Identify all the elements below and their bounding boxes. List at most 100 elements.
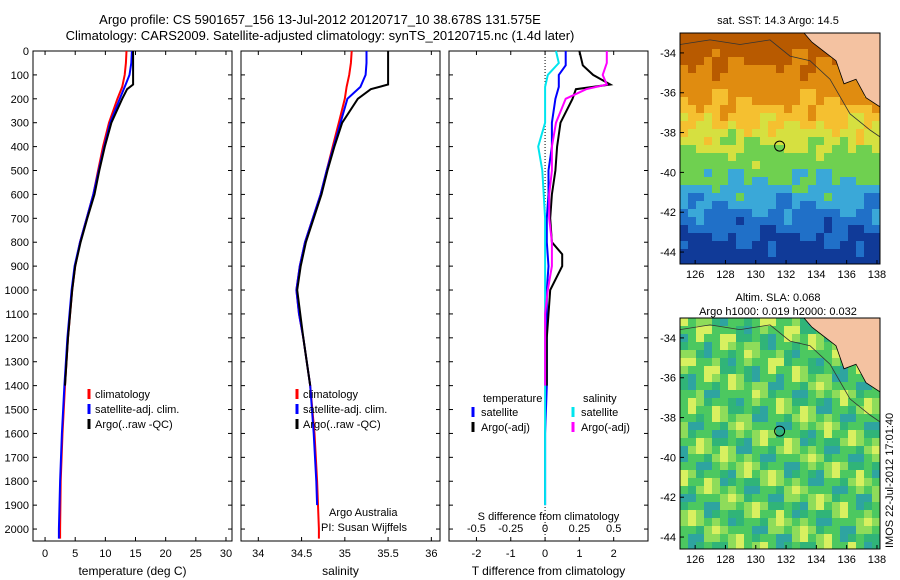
map-cell-0 xyxy=(776,121,784,129)
map-cell-0 xyxy=(864,233,872,241)
map-cell-0 xyxy=(856,209,864,217)
map-cell-0 xyxy=(688,89,696,97)
map-cell-1 xyxy=(720,438,728,446)
map-cell-0 xyxy=(720,89,728,97)
map-cell-0 xyxy=(680,233,688,241)
map-cell-0 xyxy=(808,73,816,81)
map-cell-0 xyxy=(816,121,824,129)
map-cell-0 xyxy=(840,153,848,161)
map-cell-0 xyxy=(760,209,768,217)
map-cell-0 xyxy=(760,161,768,169)
map-cell-0 xyxy=(824,145,832,153)
map-cell-0 xyxy=(728,129,736,137)
map-cell-0 xyxy=(840,185,848,193)
map-cell-1 xyxy=(864,446,872,454)
map-cell-1 xyxy=(688,406,696,414)
map-cell-1 xyxy=(704,454,712,462)
map-cell-1 xyxy=(784,430,792,438)
map-cell-1 xyxy=(688,454,696,462)
map-cell-1 xyxy=(728,486,736,494)
map-cell-0 xyxy=(816,209,824,217)
map-cell-0 xyxy=(680,241,688,249)
map-cell-0 xyxy=(768,241,776,249)
map-cell-0 xyxy=(744,217,752,225)
map-cell-0 xyxy=(696,193,704,201)
map-cell-0 xyxy=(704,233,712,241)
map-cell-1 xyxy=(744,350,752,358)
map-cell-0 xyxy=(800,169,808,177)
map-cell-1 xyxy=(712,462,720,470)
map-cell-0 xyxy=(776,105,784,113)
map-cell-0 xyxy=(704,129,712,137)
map-cell-1 xyxy=(840,454,848,462)
map-cell-0 xyxy=(696,33,704,41)
map-cell-1 xyxy=(808,486,816,494)
map-cell-0 xyxy=(704,249,712,257)
legend-label-0-1: satellite-adj. clim. xyxy=(95,404,179,416)
map-cell-1 xyxy=(752,438,760,446)
map-cell-0 xyxy=(744,105,752,113)
map-cell-1 xyxy=(688,334,696,342)
map-cell-0 xyxy=(720,249,728,257)
map-cell-0 xyxy=(864,201,872,209)
map-cell-1 xyxy=(792,486,800,494)
map-cell-1 xyxy=(848,366,856,374)
map-cell-1 xyxy=(712,470,720,478)
map-cell-1 xyxy=(784,366,792,374)
map-cell-0 xyxy=(736,153,744,161)
map-cell-0 xyxy=(856,161,864,169)
map-cell-1 xyxy=(848,446,856,454)
map-cell-0 xyxy=(848,105,856,113)
map-cell-1 xyxy=(784,446,792,454)
map-cell-0 xyxy=(728,201,736,209)
map-cell-0 xyxy=(800,257,808,264)
map-cell-0 xyxy=(760,57,768,65)
map-cell-0 xyxy=(832,257,840,264)
map-cell-1 xyxy=(768,486,776,494)
map-cell-0 xyxy=(768,225,776,233)
map-cell-0 xyxy=(720,233,728,241)
map-cell-1 xyxy=(744,486,752,494)
map-cell-1 xyxy=(832,486,840,494)
map-cell-1 xyxy=(704,462,712,470)
map-cell-0 xyxy=(784,89,792,97)
map-cell-0 xyxy=(768,249,776,257)
map-cell-0 xyxy=(688,185,696,193)
map-cell-1 xyxy=(696,326,704,334)
map-cell-0 xyxy=(768,97,776,105)
top-tick-label-0: -0.5 xyxy=(467,523,486,535)
map-cell-0 xyxy=(784,153,792,161)
map-cell-0 xyxy=(808,193,816,201)
map-cell-1 xyxy=(720,478,728,486)
map-cell-0 xyxy=(728,57,736,65)
map-cell-0 xyxy=(808,185,816,193)
map-cell-1 xyxy=(744,398,752,406)
map-cell-0 xyxy=(752,81,760,89)
map-cell-0 xyxy=(872,137,880,145)
top-tick-label-3: 0.25 xyxy=(569,523,590,535)
map-cell-0 xyxy=(808,169,816,177)
map-cell-1 xyxy=(704,334,712,342)
map-cell-1 xyxy=(800,390,808,398)
map-cell-0 xyxy=(848,257,856,264)
map-cell-0 xyxy=(760,129,768,137)
map-cell-0 xyxy=(712,161,720,169)
map-cell-1 xyxy=(800,502,808,510)
map-cell-1 xyxy=(856,502,864,510)
map-cell-0 xyxy=(824,153,832,161)
map-cell-1 xyxy=(832,446,840,454)
map-cell-0 xyxy=(760,225,768,233)
map-cell-0 xyxy=(696,41,704,49)
map-cell-1 xyxy=(864,382,872,390)
map-cell-1 xyxy=(760,494,768,502)
map-x-tick-label-1-4: 134 xyxy=(807,554,825,566)
map-cell-0 xyxy=(856,89,864,97)
map-cell-0 xyxy=(744,81,752,89)
map-cell-0 xyxy=(744,145,752,153)
map-cell-1 xyxy=(824,486,832,494)
map-cell-1 xyxy=(816,366,824,374)
map-cell-0 xyxy=(784,169,792,177)
map-cell-0 xyxy=(720,169,728,177)
map-cell-1 xyxy=(744,478,752,486)
map-cell-1 xyxy=(800,398,808,406)
